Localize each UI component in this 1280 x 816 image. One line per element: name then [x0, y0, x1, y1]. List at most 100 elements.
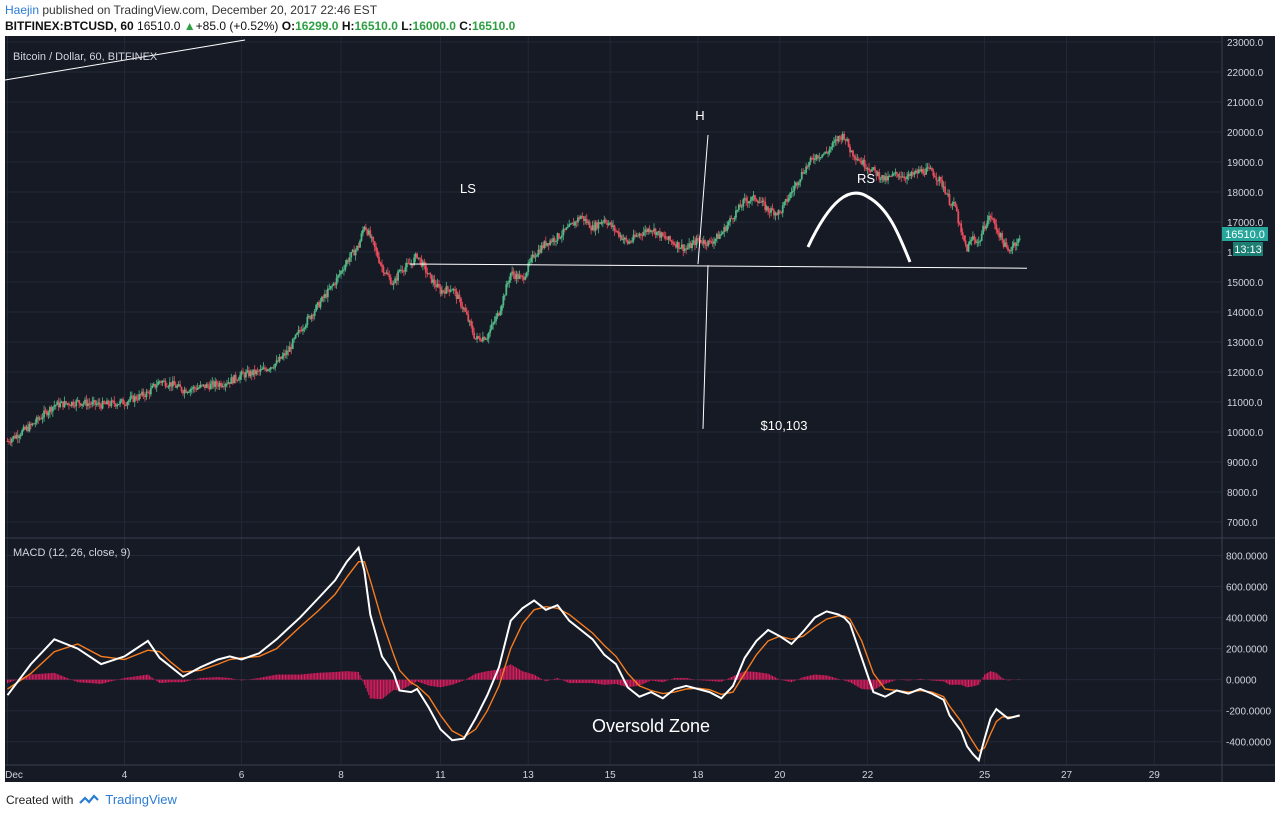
candle-body	[372, 236, 375, 242]
candle-body	[814, 159, 816, 161]
candle-body	[539, 249, 541, 253]
candle-body	[110, 400, 113, 406]
candle-body	[1011, 246, 1014, 251]
candle-body	[321, 296, 323, 302]
candle-body	[78, 400, 81, 404]
candle-body	[47, 412, 50, 416]
candle-body	[509, 273, 512, 281]
price-tick-label: 9000.0	[1227, 458, 1258, 469]
candle-body	[310, 314, 313, 319]
candle-body	[667, 236, 670, 240]
candle-body	[533, 254, 535, 258]
candle-body	[873, 167, 876, 171]
candle-body	[541, 245, 544, 248]
candle-body	[514, 274, 516, 280]
candle-body	[429, 273, 432, 275]
candle-body	[928, 167, 930, 169]
candle-body	[893, 173, 895, 175]
candle-body	[964, 240, 967, 245]
candle-body	[189, 389, 192, 393]
candle-body	[37, 417, 40, 420]
candle-body	[1018, 238, 1021, 240]
candle-body	[923, 173, 926, 175]
tradingview-logo-icon	[79, 793, 100, 804]
candle-body	[898, 176, 901, 178]
head-label: H	[695, 108, 704, 123]
price-tick-label: 13000.0	[1227, 338, 1264, 349]
candle-body	[129, 396, 132, 401]
candle-body	[113, 400, 116, 404]
chart-background	[5, 36, 1222, 782]
candle-body	[854, 157, 857, 160]
symbol-bar: BITFINEX:BTCUSD, 60 16510.0 ▲+85.0 (+0.5…	[5, 19, 515, 33]
candle-body	[423, 261, 426, 265]
candle-body	[1012, 242, 1015, 247]
candle-body	[714, 238, 717, 241]
candle-body	[461, 306, 464, 309]
candle-body	[815, 155, 818, 160]
candle-body	[713, 240, 715, 244]
candle-body	[385, 272, 388, 274]
candle-body	[21, 430, 24, 435]
candle-body	[821, 154, 824, 158]
candle-body	[326, 288, 329, 298]
candle-body	[50, 407, 53, 412]
candle-body	[391, 284, 394, 286]
candle-body	[783, 201, 786, 206]
candle-body	[290, 346, 293, 349]
candle-body	[451, 289, 454, 291]
candle-body	[13, 436, 16, 439]
candle-body	[835, 139, 838, 142]
candles	[6, 131, 1021, 447]
candle-body	[685, 248, 688, 250]
candle-body	[18, 436, 21, 438]
candle-body	[917, 169, 920, 174]
candle-body	[612, 225, 614, 227]
candle-body	[657, 231, 660, 233]
candle-body	[360, 233, 363, 241]
author-link[interactable]: Haejin	[5, 3, 40, 17]
candle-body	[506, 282, 509, 285]
candle-body	[774, 212, 777, 216]
candle-body	[395, 278, 398, 281]
candle-body	[701, 242, 704, 244]
candle-body	[606, 222, 609, 226]
macd-line	[6, 545, 1020, 763]
candle-body	[455, 290, 458, 299]
candle-body	[185, 389, 187, 393]
candle-body	[756, 200, 759, 203]
candle-body	[860, 161, 863, 165]
candle-body	[916, 170, 919, 174]
candle-body	[432, 279, 435, 283]
grid	[5, 36, 1222, 765]
candle-body	[38, 418, 41, 420]
candle-body	[900, 176, 903, 178]
candle-body	[926, 167, 929, 169]
candle-body	[106, 400, 108, 405]
high-value: 16510.0	[354, 19, 398, 33]
candle-body	[334, 283, 337, 285]
candle-body	[356, 245, 358, 250]
candle-body	[707, 240, 710, 246]
candle-body	[315, 305, 318, 312]
candle-body	[710, 241, 712, 243]
candle-body	[989, 215, 992, 218]
candle-body	[174, 384, 177, 388]
symbol-label[interactable]: BITFINEX:BTCUSD, 60	[5, 19, 134, 33]
tradingview-link[interactable]: TradingView	[105, 792, 177, 807]
candle-body	[88, 403, 91, 405]
candle-body	[632, 234, 635, 241]
candle-body	[484, 338, 487, 340]
candle-body	[367, 230, 370, 235]
candle-body	[841, 133, 844, 140]
candle-body	[522, 277, 525, 280]
candle-body	[638, 233, 641, 236]
published-text: published on TradingView.com, December 2…	[39, 3, 378, 17]
candle-body	[966, 244, 968, 252]
candle-body	[658, 231, 661, 238]
candle-body	[737, 204, 740, 210]
candle-body	[610, 222, 613, 227]
candle-body	[945, 193, 948, 195]
candle-body	[366, 229, 369, 235]
